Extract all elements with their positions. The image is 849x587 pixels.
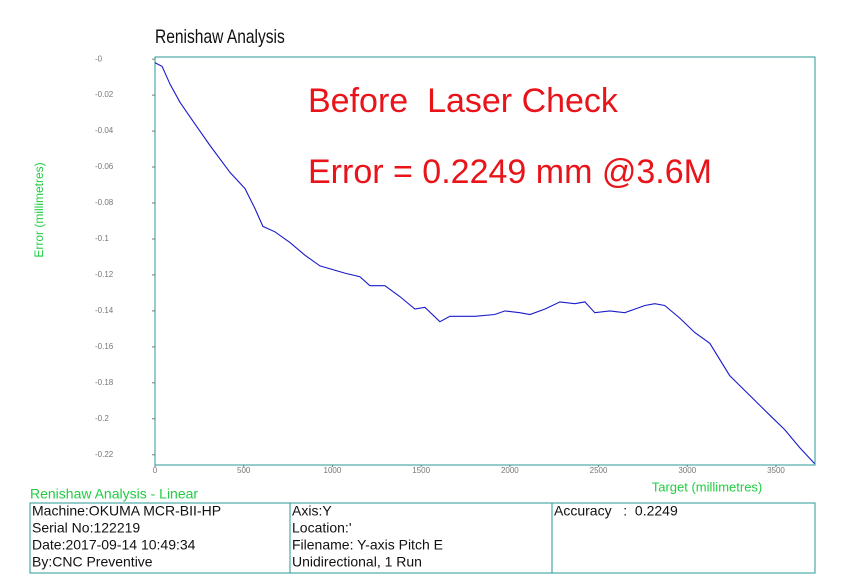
- annotation: Before Laser Check: [308, 82, 619, 120]
- table-cell: Accuracy : 0.2249: [554, 503, 678, 519]
- x-tick-label: 2000: [501, 466, 519, 475]
- x-tick-label: 3500: [767, 466, 785, 475]
- table-cell: Serial No:122219: [32, 520, 140, 536]
- y-axis-label: Error (millimetres): [32, 162, 46, 257]
- y-tick-label: -0.1: [95, 234, 109, 243]
- y-tick-label: -0.18: [95, 378, 114, 387]
- table-cell: Location:': [292, 520, 352, 536]
- table-cell: By:CNC Preventive: [32, 554, 153, 570]
- table-cell: Machine:OKUMA MCR-BII-HP: [32, 503, 221, 519]
- y-tick-label: -0.14: [95, 306, 114, 315]
- table-cell: Unidirectional, 1 Run: [292, 554, 422, 570]
- y-tick-label: -0: [95, 54, 103, 63]
- y-tick-label: -0.02: [95, 90, 114, 99]
- x-axis-label: Target (millimetres): [652, 479, 763, 494]
- y-tick-label: -0.22: [95, 450, 114, 459]
- chart-title: Renishaw Analysis: [155, 26, 285, 48]
- x-tick-label: 2500: [590, 466, 608, 475]
- table-cell: Axis:Y: [292, 503, 332, 519]
- table-cell: Filename: Y-axis Pitch E: [292, 537, 443, 553]
- x-tick-label: 500: [237, 466, 251, 475]
- x-tick-label: 1000: [324, 466, 342, 475]
- x-tick-label: 3000: [678, 466, 696, 475]
- table-caption: Renishaw Analysis - Linear: [30, 486, 198, 502]
- line-series: [154, 62, 816, 464]
- y-tick-label: -0.06: [95, 162, 114, 171]
- y-tick-label: -0.12: [95, 270, 114, 279]
- y-tick-label: -0.16: [95, 342, 114, 351]
- plot-frame: [154, 56, 816, 466]
- x-tick-label: 0: [153, 466, 158, 475]
- info-table: [29, 502, 816, 574]
- y-tick-label: -0.08: [95, 198, 114, 207]
- annotation: Error = 0.2249 mm @3.6M: [308, 153, 712, 191]
- y-tick-label: -0.04: [95, 126, 114, 135]
- x-tick-label: 1500: [412, 466, 430, 475]
- table-cell: Date:2017-09-14 10:49:34: [32, 537, 196, 553]
- y-tick-label: -0.2: [95, 414, 109, 423]
